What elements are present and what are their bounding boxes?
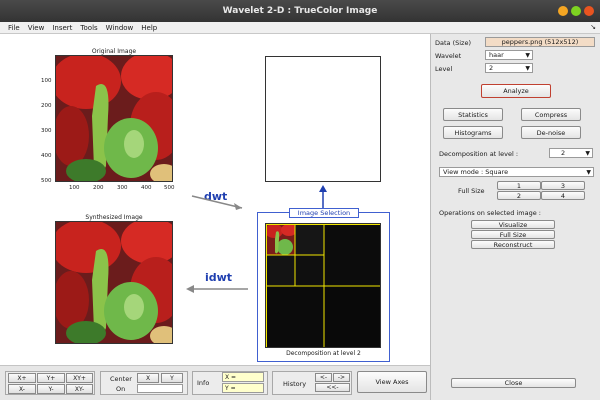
y-tick: 100 bbox=[41, 78, 52, 84]
y-tick: 200 bbox=[41, 103, 52, 109]
info-x-value: X = bbox=[222, 372, 264, 382]
level-select[interactable]: 2 ▼ bbox=[485, 63, 533, 73]
chevron-down-icon: ▼ bbox=[585, 149, 590, 157]
statistics-button[interactable]: Statistics bbox=[443, 108, 503, 121]
decomposition-level-value: 2 bbox=[561, 149, 566, 157]
history-label: History bbox=[283, 380, 307, 388]
idwt-label: idwt bbox=[205, 271, 233, 284]
x-tick: 300 bbox=[117, 185, 128, 191]
y-tick: 400 bbox=[41, 153, 52, 159]
close-button[interactable]: Close bbox=[451, 378, 576, 388]
info-y-value: Y = bbox=[222, 383, 264, 393]
full-size-label: Full Size bbox=[458, 187, 485, 195]
x-tick: 500 bbox=[164, 185, 175, 191]
decomposition-caption: Decomposition at level 2 bbox=[286, 350, 361, 357]
menu-help[interactable]: Help bbox=[141, 23, 158, 32]
synthesized-image-title: Synthesized Image bbox=[85, 214, 143, 221]
menu-window[interactable]: Window bbox=[105, 23, 134, 32]
menu-tools[interactable]: Tools bbox=[80, 23, 98, 32]
idwt-arrow-icon bbox=[186, 285, 248, 293]
history-back-button[interactable]: <- bbox=[315, 373, 332, 382]
control-panel: Data (Size) peppers.png (512x512) Wavele… bbox=[430, 34, 600, 400]
x-minus-button[interactable]: X- bbox=[8, 384, 36, 394]
menu-insert[interactable]: Insert bbox=[52, 23, 73, 32]
synthesized-image[interactable] bbox=[55, 221, 173, 344]
wavelet-select[interactable]: haar ▼ bbox=[485, 50, 533, 60]
history-first-button[interactable]: <<- bbox=[315, 383, 350, 392]
history-forward-button[interactable]: -> bbox=[333, 373, 350, 382]
chevron-down-icon: ▼ bbox=[525, 64, 530, 72]
maximize-icon[interactable] bbox=[571, 6, 581, 16]
chevron-down-icon: ▼ bbox=[525, 51, 530, 59]
y-minus-button[interactable]: Y- bbox=[37, 384, 65, 394]
center-on-input[interactable] bbox=[137, 384, 183, 393]
view-mode-select[interactable]: View mode : Square ▼ bbox=[439, 167, 594, 177]
info-label: Info bbox=[197, 379, 210, 387]
center-label: Center bbox=[110, 375, 132, 383]
data-size-value: peppers.png (512x512) bbox=[485, 37, 595, 47]
reconstruct-button[interactable]: Reconstruct bbox=[471, 240, 555, 249]
x-tick: 400 bbox=[141, 185, 152, 191]
close-icon[interactable] bbox=[584, 6, 594, 16]
view-axes-button[interactable]: View Axes bbox=[357, 371, 427, 393]
menu-view[interactable]: View bbox=[27, 23, 45, 32]
on-label: On bbox=[116, 385, 126, 393]
compress-button[interactable]: Compress bbox=[521, 108, 581, 121]
title-bar: Wavelet 2-D : TrueColor Image bbox=[0, 0, 600, 22]
visualize-button[interactable]: Visualize bbox=[471, 220, 555, 229]
decomposition-image[interactable] bbox=[265, 223, 381, 348]
x-tick: 200 bbox=[93, 185, 104, 191]
menu-file[interactable]: File bbox=[8, 23, 20, 32]
full-size-1-button[interactable]: 1 bbox=[497, 181, 541, 190]
full-size-2-button[interactable]: 2 bbox=[497, 191, 541, 200]
original-image[interactable] bbox=[55, 55, 173, 182]
minimize-icon[interactable] bbox=[558, 6, 568, 16]
dwt-arrow-icon bbox=[191, 195, 243, 210]
view-mode-value: View mode : Square bbox=[443, 168, 509, 176]
wavelet-value: haar bbox=[489, 51, 504, 59]
window-title: Wavelet 2-D : TrueColor Image bbox=[222, 6, 378, 16]
full-size-3-button[interactable]: 3 bbox=[541, 181, 585, 190]
operations-label: Operations on selected image : bbox=[439, 209, 541, 217]
y-plus-button[interactable]: Y+ bbox=[37, 373, 65, 383]
center-y-button[interactable]: Y bbox=[161, 373, 183, 383]
analyze-button[interactable]: Analyze bbox=[481, 84, 551, 98]
level-value: 2 bbox=[489, 64, 494, 72]
bottom-toolbar: X+ Y+ XY+ X- Y- XY- Center On X Y Info X… bbox=[0, 365, 430, 400]
xy-plus-button[interactable]: XY+ bbox=[66, 373, 93, 383]
x-tick: 100 bbox=[69, 185, 80, 191]
full-size-4-button[interactable]: 4 bbox=[541, 191, 585, 200]
decomposition-level-select[interactable]: 2 ▼ bbox=[549, 148, 593, 158]
full-size-button[interactable]: Full Size bbox=[471, 230, 555, 239]
center-x-button[interactable]: X bbox=[137, 373, 159, 383]
figure-area: Original Image 100 200 300 400 500 100 2… bbox=[0, 34, 430, 365]
original-image-title: Original Image bbox=[91, 48, 137, 55]
x-plus-button[interactable]: X+ bbox=[8, 373, 36, 383]
image-selection-title: Image Selection bbox=[289, 208, 359, 218]
menu-bar: File View Insert Tools Window Help ↘ bbox=[0, 22, 600, 34]
y-tick: 500 bbox=[41, 178, 52, 184]
histograms-button[interactable]: Histograms bbox=[443, 126, 503, 139]
data-size-label: Data (Size) bbox=[435, 39, 472, 47]
chevron-down-icon: ▼ bbox=[586, 168, 591, 176]
y-tick: 300 bbox=[41, 128, 52, 134]
up-arrow-icon bbox=[319, 185, 327, 208]
decomposition-level-label: Decomposition at level : bbox=[439, 150, 519, 158]
wavelet-label: Wavelet bbox=[435, 52, 462, 60]
xy-minus-button[interactable]: XY- bbox=[66, 384, 93, 394]
empty-axes[interactable] bbox=[265, 56, 381, 182]
denoise-button[interactable]: De-noise bbox=[521, 126, 581, 139]
dock-arrow-icon[interactable]: ↘ bbox=[590, 23, 596, 31]
level-label: Level bbox=[435, 65, 453, 73]
